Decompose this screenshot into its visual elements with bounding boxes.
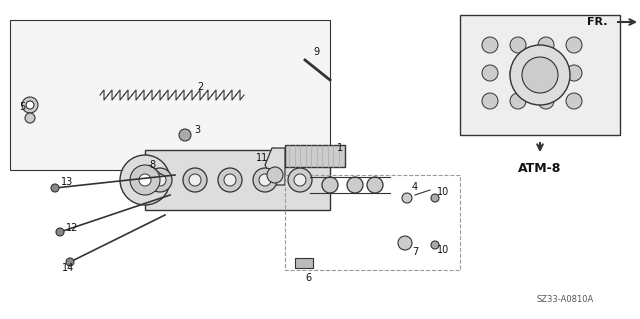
Circle shape bbox=[538, 93, 554, 109]
Text: 1: 1 bbox=[337, 143, 343, 153]
Circle shape bbox=[253, 168, 277, 192]
Circle shape bbox=[259, 174, 271, 186]
Circle shape bbox=[402, 193, 412, 203]
Circle shape bbox=[482, 65, 498, 81]
Circle shape bbox=[566, 37, 582, 53]
Circle shape bbox=[347, 177, 363, 193]
Circle shape bbox=[522, 57, 558, 93]
Circle shape bbox=[130, 165, 160, 195]
Circle shape bbox=[22, 97, 38, 113]
Text: 4: 4 bbox=[412, 182, 418, 192]
Circle shape bbox=[154, 174, 166, 186]
Text: ATM-8: ATM-8 bbox=[518, 161, 562, 174]
Circle shape bbox=[224, 174, 236, 186]
Text: 2: 2 bbox=[197, 82, 203, 92]
Circle shape bbox=[120, 155, 170, 205]
Text: SZ33-A0810A: SZ33-A0810A bbox=[536, 295, 594, 305]
Circle shape bbox=[482, 93, 498, 109]
Circle shape bbox=[510, 37, 526, 53]
Circle shape bbox=[322, 177, 338, 193]
Circle shape bbox=[267, 167, 283, 183]
Text: 5: 5 bbox=[19, 102, 25, 112]
Text: 14: 14 bbox=[62, 263, 74, 273]
Circle shape bbox=[26, 101, 34, 109]
Circle shape bbox=[183, 168, 207, 192]
Circle shape bbox=[510, 45, 570, 105]
Circle shape bbox=[179, 129, 191, 141]
Text: 13: 13 bbox=[61, 177, 73, 187]
Text: 7: 7 bbox=[412, 247, 418, 257]
Bar bbox=[295, 258, 313, 268]
Circle shape bbox=[189, 174, 201, 186]
Text: 6: 6 bbox=[305, 273, 311, 283]
Circle shape bbox=[218, 168, 242, 192]
Text: FR.: FR. bbox=[588, 17, 608, 27]
Circle shape bbox=[431, 241, 439, 249]
Text: 10: 10 bbox=[437, 187, 449, 197]
Circle shape bbox=[139, 174, 151, 186]
Polygon shape bbox=[265, 148, 285, 185]
Circle shape bbox=[367, 177, 383, 193]
Text: 11: 11 bbox=[256, 153, 268, 163]
Circle shape bbox=[25, 113, 35, 123]
Bar bbox=[145, 150, 330, 210]
Text: 9: 9 bbox=[313, 47, 319, 57]
Circle shape bbox=[51, 184, 59, 192]
Circle shape bbox=[538, 37, 554, 53]
Circle shape bbox=[431, 194, 439, 202]
Text: 8: 8 bbox=[149, 160, 155, 170]
Circle shape bbox=[56, 228, 64, 236]
Circle shape bbox=[510, 65, 526, 81]
Bar bbox=[285, 145, 345, 167]
Text: 10: 10 bbox=[437, 245, 449, 255]
Circle shape bbox=[538, 65, 554, 81]
Circle shape bbox=[566, 65, 582, 81]
Polygon shape bbox=[10, 20, 330, 170]
Circle shape bbox=[294, 174, 306, 186]
Circle shape bbox=[66, 258, 74, 266]
Circle shape bbox=[510, 93, 526, 109]
Circle shape bbox=[482, 37, 498, 53]
Circle shape bbox=[398, 236, 412, 250]
Circle shape bbox=[566, 93, 582, 109]
Text: 3: 3 bbox=[194, 125, 200, 135]
Circle shape bbox=[148, 168, 172, 192]
Text: 12: 12 bbox=[66, 223, 78, 233]
Bar bbox=[460, 15, 620, 135]
Circle shape bbox=[288, 168, 312, 192]
